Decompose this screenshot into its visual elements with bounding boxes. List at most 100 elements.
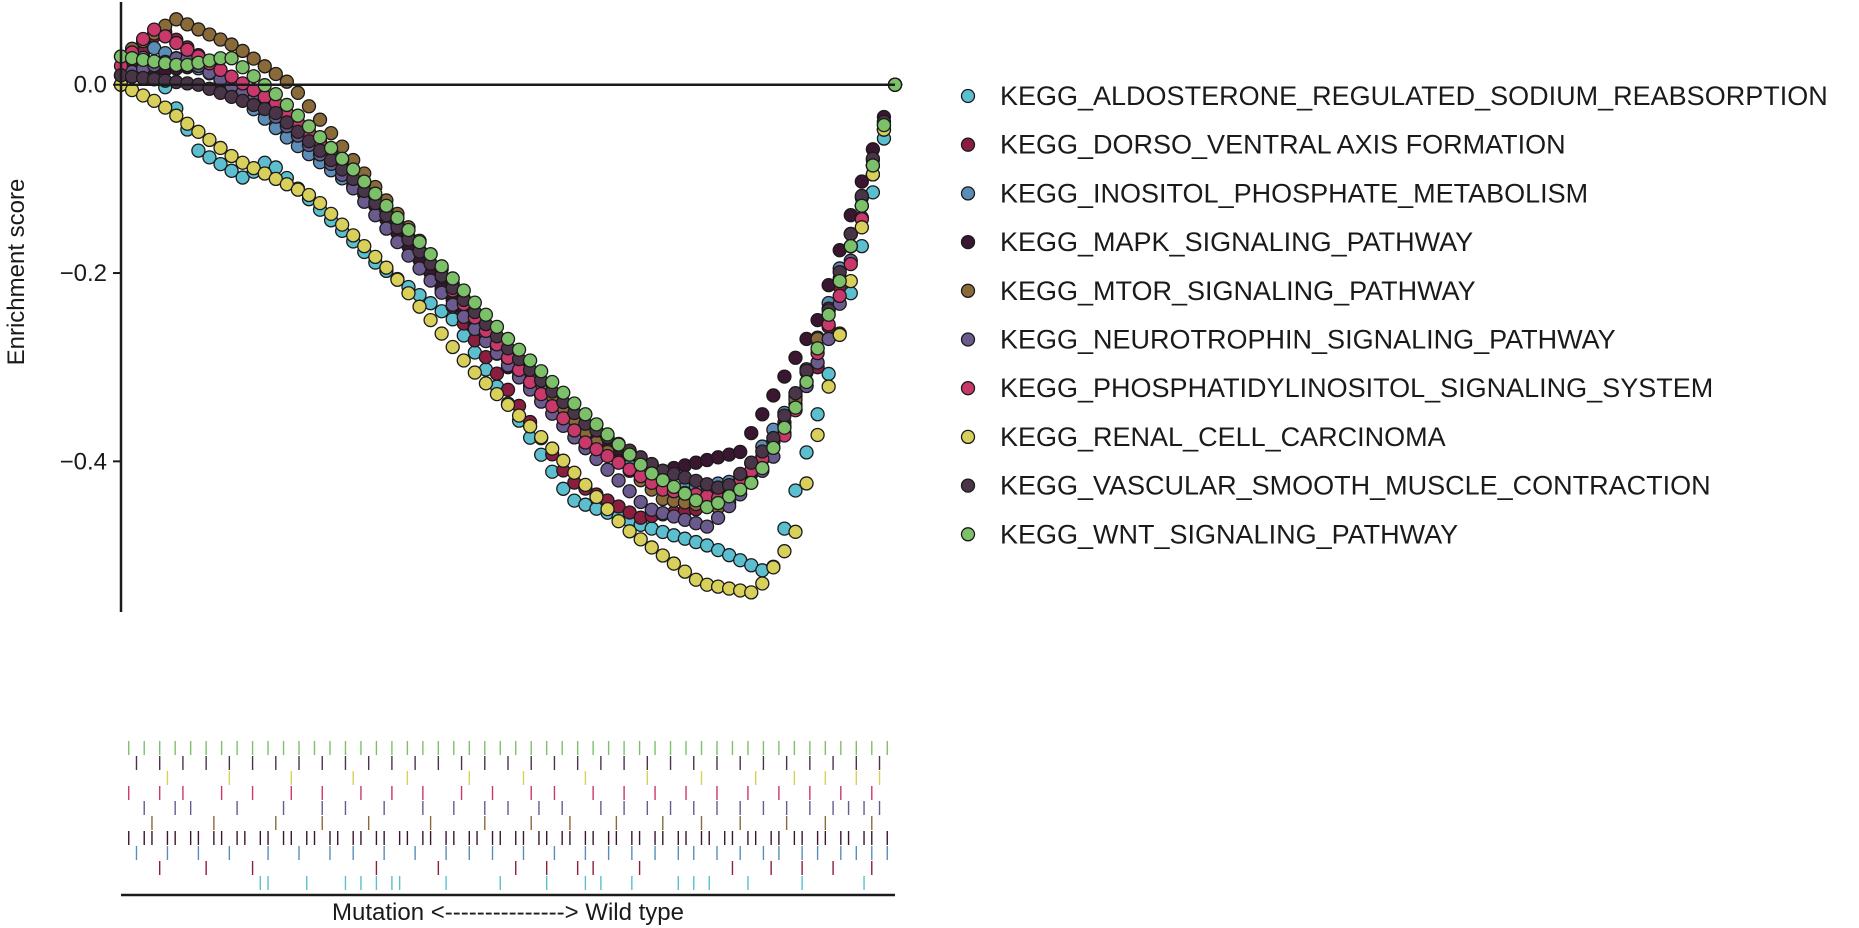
enrichment-point [589,489,604,505]
enrichment-point [589,417,604,432]
enrichment-point [611,455,626,470]
enrichment-point [788,524,803,539]
legend-label: KEGG_WNT_SIGNALING_PATHWAY [1000,519,1458,549]
enrichment-point [390,272,405,287]
enrichment-point [312,112,328,127]
enrichment-point [633,494,648,510]
enrichment-point [401,286,416,301]
enrichment-point [854,220,869,235]
enrichment-point [821,307,836,322]
enrichment-point [655,473,670,488]
enrichment-point [202,132,217,148]
enrichment-point [677,486,693,501]
legend-label: KEGG_ALDOSTERONE_REGULATED_SODIUM_REABSO… [1000,81,1828,111]
enrichment-point [180,116,195,131]
enrichment-point [633,532,648,547]
enrichment-point [578,407,593,422]
enrichment-point [755,576,770,591]
enrichment-point [334,217,350,232]
enrichment-point [235,170,250,185]
legend-label: KEGG_MAPK_SIGNALING_PATHWAY [1000,227,1473,257]
enrichment-point [843,226,858,242]
enrichment-point [766,560,781,575]
enrichment-point [456,283,471,298]
enrichment-point [666,479,682,495]
enrichment-point [478,307,494,322]
enrichment-point [832,327,847,343]
enrichment-point [357,238,372,254]
legend-swatch [960,527,976,542]
enrichment-point [379,198,394,213]
enrichment-point [810,407,825,422]
legend: KEGG_ALDOSTERONE_REGULATED_SODIUM_REABSO… [960,81,1828,549]
enrichment-point [467,295,482,310]
enrichment-point [301,187,317,203]
enrichment-point [710,510,726,525]
enrichment-point [788,386,803,401]
enrichment-point [611,473,626,488]
series-points [113,41,903,578]
y-tick-label: 0.0 [74,72,107,99]
enrichment-point [876,117,892,133]
y-tick-label: −0.4 [60,448,107,475]
enrichment-point [589,442,604,457]
enrichment-point [423,312,438,328]
enrichment-point [489,386,505,402]
legend-label: KEGG_NEUROTROPHIN_SIGNALING_PATHWAY [1000,325,1616,355]
enrichment-point [755,460,770,476]
enrichment-point [213,140,228,156]
enrichment-point [368,186,383,201]
legend-label: KEGG_RENAL_CELL_CARCINOMA [1000,422,1446,452]
enrichment-point [766,440,781,456]
enrichment-point [246,69,261,84]
enrichment-point [545,374,560,390]
enrichment-point [301,99,317,114]
enrichment-point [180,42,195,57]
enrichment-point [279,74,295,89]
enrichment-point [434,326,449,341]
enrichment-point [467,365,482,380]
enrichment-point [854,198,869,213]
enrichment-point [655,548,670,563]
enrichment-point [158,29,173,44]
enrichment-point [390,210,405,226]
legend-swatch [960,332,976,347]
enrichment-point [169,108,184,123]
legend-swatch [960,137,976,152]
enrichment-point [578,435,593,450]
enrichment-point [611,437,626,452]
legend-label: KEGG_VASCULAR_SMOOTH_MUSCLE_CONTRACTION [1000,471,1711,501]
enrichment-point [478,376,494,391]
enrichment-point [445,339,460,355]
enrichment-point [323,140,339,156]
enrichment-point [224,69,239,84]
enrichment-point [788,350,803,365]
enrichment-point [224,163,239,178]
enrichment-point [511,342,527,357]
enrichment-point [821,379,836,394]
enrichment-point [545,441,560,456]
enrichment-point [268,87,283,102]
enrichment-point [158,100,173,115]
enrichment-point [235,76,250,91]
enrichment-point [213,156,228,172]
enrichment-point [799,445,814,460]
enrichment-point [766,388,781,403]
enrichment-point [534,429,549,445]
enrichment-point [147,22,162,37]
enrichment-point [434,259,449,274]
enrichment-point [788,400,803,415]
enrichment-point [379,260,394,275]
enrichment-point [368,249,383,265]
enrichment-point [346,162,361,177]
enrichment-point [445,271,460,286]
enrichment-point [567,423,582,438]
enrichment-point [865,158,881,173]
enrichment-point [721,489,737,504]
y-tick-label: −0.2 [60,260,107,287]
enrichment-point [600,427,615,442]
series-points [113,77,903,600]
enrichment-point [235,43,250,59]
enrichment-point [600,462,615,477]
